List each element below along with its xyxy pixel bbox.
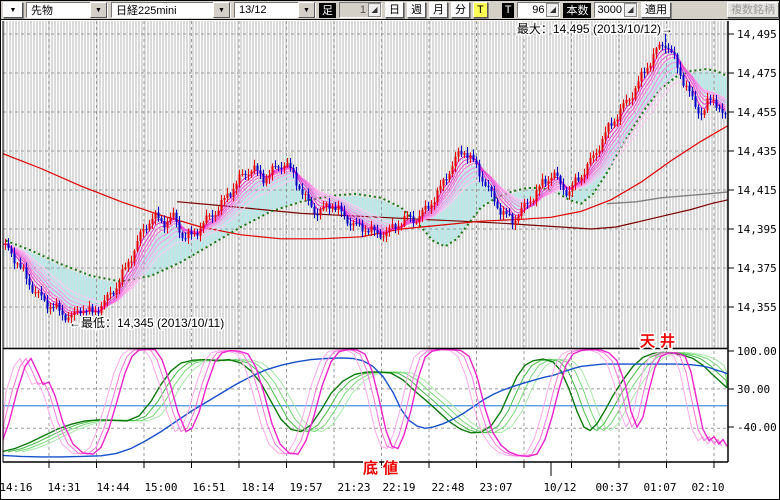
- max-price-annotation: 最大：14,495 (2013/10/12)→: [517, 22, 673, 36]
- svg-text:10/12: 10/12: [543, 481, 576, 494]
- stepper-icon[interactable]: ◢: [546, 3, 560, 17]
- stepper-icon[interactable]: ◢: [623, 3, 637, 17]
- green-dotted-ma-line: [3, 68, 728, 283]
- chevron-down-icon[interactable]: ▼: [213, 2, 230, 18]
- chevron-down-icon[interactable]: ▼: [298, 2, 315, 18]
- rci-fast-pink-shade: [3, 349, 723, 457]
- svg-text:14:44: 14:44: [96, 481, 129, 494]
- svg-text:14,475: 14,475: [737, 67, 777, 80]
- ribbon-line: [3, 73, 726, 306]
- svg-text:14:31: 14:31: [47, 481, 80, 494]
- ribbon-line: [3, 51, 726, 315]
- ema-ribbon: [3, 48, 726, 317]
- svg-text:14,495: 14,495: [737, 28, 777, 41]
- svg-text:19:57: 19:57: [289, 481, 322, 494]
- tick-count-stepper[interactable]: 96 ◢: [517, 2, 561, 18]
- market-select[interactable]: 先物 ▼: [26, 2, 108, 18]
- symbol-select-value: 日経225mini: [116, 5, 177, 17]
- svg-text:14,415: 14,415: [737, 184, 777, 197]
- ribbon-line: [3, 54, 726, 313]
- svg-text:16:51: 16:51: [192, 481, 225, 494]
- ribbon-line: [3, 56, 726, 312]
- symbol-select[interactable]: 日経225mini ▼: [111, 2, 231, 18]
- chevron-down-icon[interactable]: ▼: [90, 2, 107, 18]
- interval-value: 1: [359, 4, 366, 16]
- bar-type-label: 足: [319, 2, 336, 18]
- period-month-button[interactable]: 月: [429, 2, 448, 18]
- rci-medium-green-shade: [14, 351, 728, 453]
- svg-text:22:48: 22:48: [431, 481, 464, 494]
- chart-toolbar: ▼ 先物 ▼ 日経225mini ▼ 13/12 ▼ 足 1 ◢ 日 週 月 分…: [1, 1, 779, 20]
- chart-annotations: 最大：14,495 (2013/10/12)→ ←最低：14,345 (2013/…: [68, 21, 680, 479]
- svg-text:23:07: 23:07: [479, 481, 512, 494]
- stepper-icon[interactable]: ◢: [368, 3, 381, 17]
- svg-text:14:16: 14:16: [1, 481, 33, 494]
- svg-text:-40.00: -40.00: [737, 421, 777, 434]
- multi-symbol-button: 複数銘柄: [727, 2, 779, 18]
- rci-fast-pink: [3, 349, 728, 458]
- rci-medium-green: [3, 351, 728, 453]
- svg-text:00:37: 00:37: [595, 481, 628, 494]
- rci-fast-pink-shade: [3, 349, 717, 457]
- svg-text:100.00: 100.00: [737, 345, 777, 358]
- axis-labels: 14,495 14,475 14,455 14,435 14,415 14,395 14,3…: [1, 28, 777, 494]
- ribbon-line: [3, 61, 726, 311]
- svg-text:14,395: 14,395: [737, 223, 777, 236]
- interval-stepper[interactable]: 1 ◢: [339, 2, 382, 18]
- tick-count-label: T: [501, 2, 515, 18]
- period-tick-button[interactable]: T: [473, 2, 488, 18]
- svg-text:14,435: 14,435: [737, 145, 777, 158]
- svg-text:15:00: 15:00: [144, 481, 177, 494]
- bar-count-stepper[interactable]: 3000 ◢: [594, 2, 638, 18]
- svg-text:01:07: 01:07: [643, 481, 676, 494]
- period-day-button[interactable]: 日: [385, 2, 404, 18]
- ceiling-annotation: 天井: [640, 332, 680, 350]
- period-minute-button[interactable]: 分: [451, 2, 470, 18]
- gray-ma-line: [606, 191, 728, 205]
- market-select-value: 先物: [31, 5, 53, 17]
- bottom-annotation: 底値: [363, 459, 403, 477]
- svg-text:22:19: 22:19: [382, 481, 415, 494]
- gridlines: [3, 21, 728, 462]
- chart-menu-button[interactable]: ▼: [3, 2, 23, 18]
- apply-button[interactable]: 適用: [640, 2, 671, 18]
- svg-text:18:14: 18:14: [241, 481, 274, 494]
- rci-slow-blue: [3, 357, 728, 458]
- period-week-button[interactable]: 週: [407, 2, 426, 18]
- min-price-annotation: ←最低：14,345 (2013/10/11): [69, 316, 224, 330]
- contract-month-select[interactable]: 13/12 ▼: [234, 2, 316, 18]
- svg-text:21:23: 21:23: [337, 481, 370, 494]
- oscillator-series: [3, 349, 728, 458]
- svg-text:14,455: 14,455: [737, 106, 777, 119]
- contract-month-value: 13/12: [239, 4, 267, 16]
- svg-text:30.00: 30.00: [737, 383, 770, 396]
- svg-text:14,375: 14,375: [737, 262, 777, 275]
- svg-text:02:10: 02:10: [691, 481, 724, 494]
- candlestick-series: [3, 34, 727, 327]
- bar-count-label: 本数: [563, 2, 592, 18]
- tick-count-value: 96: [532, 4, 545, 16]
- ribbon-line: [3, 48, 726, 317]
- svg-text:14,355: 14,355: [737, 301, 777, 314]
- bar-count-value: 3000: [597, 4, 622, 16]
- ribbon-line: [3, 67, 726, 309]
